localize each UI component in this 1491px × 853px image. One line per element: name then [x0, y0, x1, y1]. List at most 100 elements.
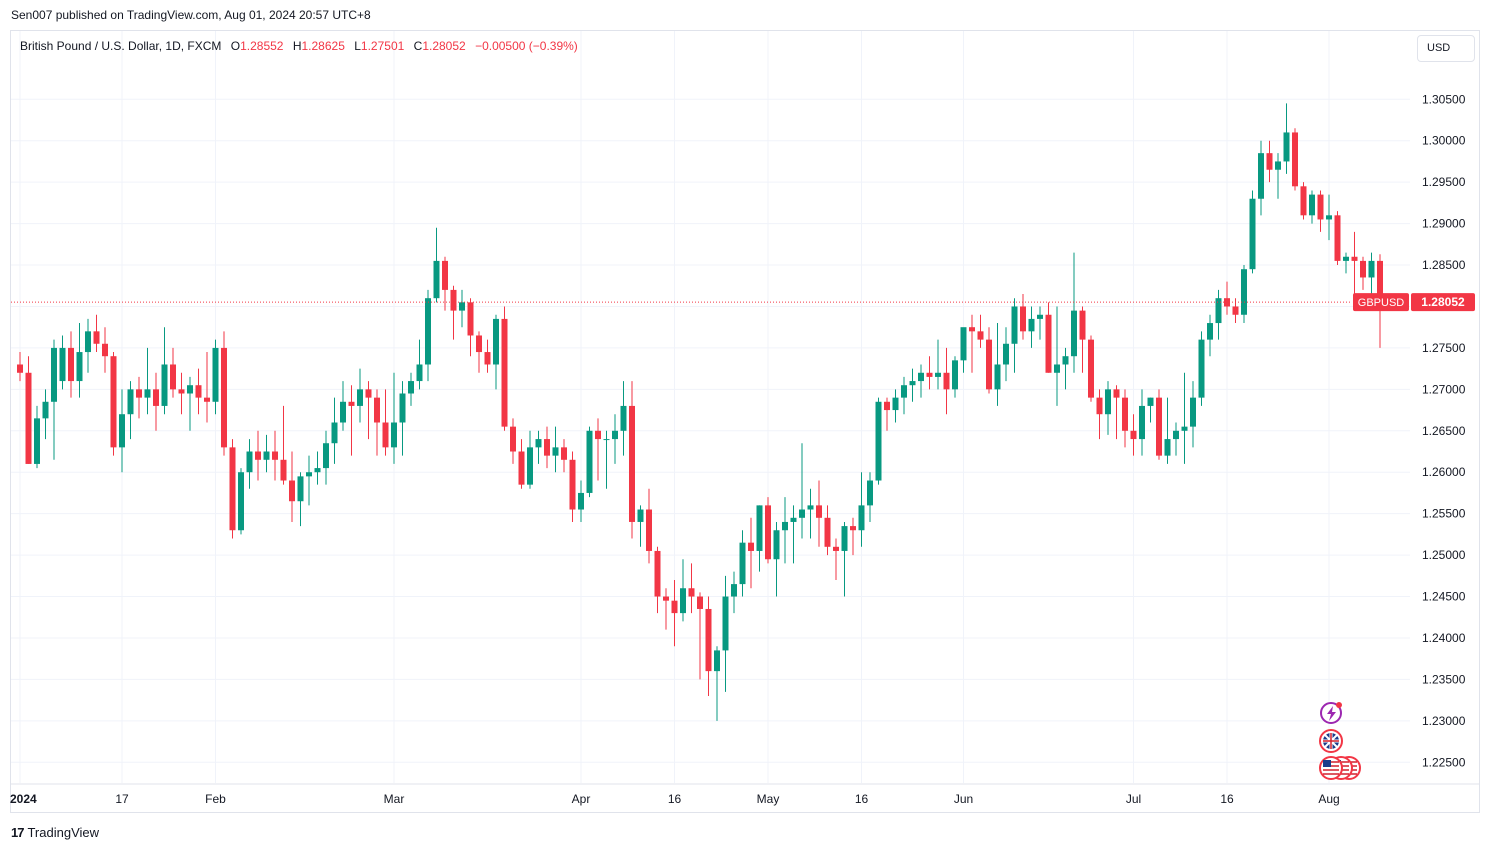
- candle-up: [1173, 422, 1179, 456]
- us-flag-icon[interactable]: [1319, 756, 1361, 780]
- candle-down: [348, 385, 355, 456]
- currency-button[interactable]: USD: [1417, 35, 1475, 62]
- candle-up: [306, 455, 312, 506]
- candle-body: [1309, 194, 1315, 216]
- last-price-label: 1.28052: [1421, 295, 1465, 309]
- candle-body: [782, 521, 788, 531]
- candle-down: [688, 563, 695, 614]
- candle-up: [1071, 252, 1077, 373]
- candle-body: [748, 542, 754, 551]
- candle-body: [459, 302, 465, 311]
- candle-up: [144, 347, 151, 415]
- candle-body: [595, 430, 601, 440]
- candle-up: [1215, 289, 1222, 340]
- candle-body: [765, 505, 771, 560]
- candle-up: [901, 376, 907, 415]
- candle-up: [1054, 306, 1060, 406]
- candle-down: [476, 331, 482, 373]
- candle-up: [297, 472, 304, 527]
- candle-up: [1309, 190, 1315, 224]
- candle-up: [773, 521, 780, 597]
- candle-body: [654, 550, 661, 597]
- candle-body: [1249, 198, 1256, 270]
- candle-body: [1088, 339, 1094, 398]
- price-tick-label: 1.23000: [1422, 714, 1466, 728]
- candle-down: [195, 368, 202, 415]
- candle-body: [1130, 430, 1137, 440]
- time-tick-label: 16: [668, 792, 682, 806]
- candle-down: [68, 331, 74, 398]
- candle-body: [663, 596, 669, 601]
- candle-body: [697, 596, 703, 609]
- candle-body: [535, 439, 542, 448]
- time-tick-label: Aug: [1318, 792, 1339, 806]
- candle-up: [416, 339, 423, 390]
- candle-up: [994, 323, 1001, 406]
- symbol-description[interactable]: British Pound / U.S. Dollar, 1D, FXCM: [20, 39, 222, 53]
- candle-body: [144, 389, 151, 398]
- candle-body: [680, 588, 686, 614]
- candle-body: [1020, 306, 1026, 332]
- tradingview-logo[interactable]: 17 TradingView: [11, 825, 99, 840]
- candle-up: [408, 372, 414, 406]
- candle-body: [93, 331, 100, 344]
- candle-body: [195, 385, 202, 398]
- candle-body: [918, 372, 924, 382]
- open-value: 1.28552: [240, 39, 284, 53]
- candle-body: [204, 397, 210, 402]
- candle-up: [1037, 306, 1043, 340]
- candle-body: [297, 476, 304, 502]
- candle-body: [263, 451, 270, 460]
- price-tick-label: 1.25500: [1422, 507, 1466, 521]
- candle-body: [1207, 323, 1213, 340]
- candle-body: [714, 650, 720, 672]
- candle-body: [1071, 310, 1077, 357]
- candle-body: [382, 422, 389, 448]
- candle-down: [25, 356, 32, 464]
- price-tick-label: 1.29000: [1422, 217, 1466, 231]
- lightning-event-icon[interactable]: [1320, 702, 1342, 724]
- candle-body: [901, 385, 907, 398]
- price-tick-label: 1.22500: [1422, 755, 1466, 769]
- candle-body: [1156, 397, 1162, 456]
- candle-body: [314, 468, 321, 473]
- candle-body: [102, 343, 108, 357]
- candle-down: [1292, 128, 1298, 191]
- high-value: 1.28625: [301, 39, 345, 53]
- candle-body: [1147, 397, 1154, 406]
- candle-body: [943, 372, 950, 390]
- candle-body: [127, 389, 134, 415]
- candle-body: [646, 509, 652, 551]
- candle-body: [357, 389, 363, 406]
- candle-down: [850, 517, 856, 556]
- candle-body: [42, 401, 49, 419]
- candle-up: [51, 339, 57, 460]
- candle-up: [807, 488, 814, 539]
- candle-down: [102, 327, 108, 373]
- candle-body: [552, 447, 559, 456]
- candle-body: [935, 372, 941, 377]
- candle-body: [238, 472, 244, 531]
- candle-body: [705, 608, 712, 672]
- candle-down: [255, 430, 261, 481]
- publisher-line: Sen007 published on TradingView.com, Aug…: [11, 8, 371, 22]
- uk-flag-icon[interactable]: [1319, 729, 1343, 753]
- candle-body: [909, 381, 916, 386]
- candle-body: [875, 401, 882, 481]
- candle-body: [884, 401, 890, 411]
- candle-body: [501, 318, 508, 427]
- candle-down: [824, 505, 831, 556]
- time-tick-label: 16: [855, 792, 869, 806]
- candle-up: [1139, 389, 1145, 456]
- candle-body: [348, 401, 355, 406]
- candle-body: [1215, 298, 1222, 324]
- candle-up: [739, 530, 746, 597]
- candle-body: [161, 364, 168, 406]
- high-label: H: [292, 39, 302, 53]
- candle-up: [493, 314, 499, 390]
- candle-body: [110, 356, 117, 448]
- price-tick-label: 1.30500: [1422, 92, 1466, 106]
- candle-up: [637, 505, 644, 547]
- candle-up: [612, 414, 618, 464]
